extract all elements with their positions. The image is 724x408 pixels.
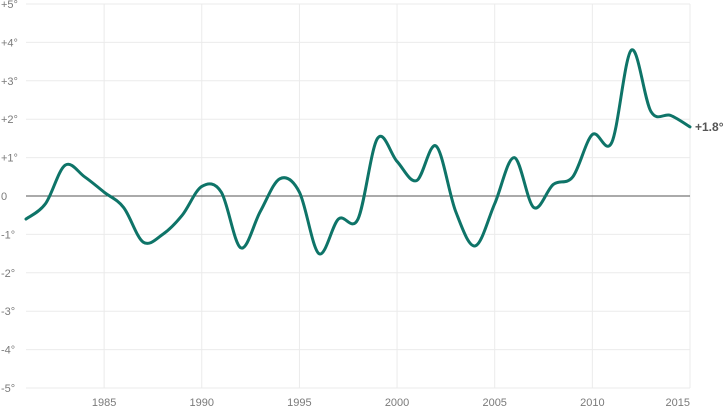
x-tick-label: 2015: [666, 397, 690, 408]
y-tick-label: +5°: [1, 0, 18, 11]
y-tick-label: -4°: [1, 345, 15, 357]
tick-labels: +5° +4° +3° +2° +1° 0 -1° -2° -3° -4° -5° 1985 1990 1…: [1, 0, 690, 408]
x-tick-label: 2000: [385, 397, 409, 408]
y-tick-label: -3°: [1, 306, 15, 318]
y-tick-label: 0: [1, 191, 7, 203]
y-tick-label: +3°: [1, 76, 18, 88]
x-tick-label: 1990: [190, 397, 214, 408]
series-line: [24, 48, 692, 256]
y-tick-label: -2°: [1, 268, 15, 280]
x-tick-label: 1995: [287, 397, 311, 408]
y-tick-label: +2°: [1, 114, 18, 126]
x-tick-label: 2005: [482, 397, 506, 408]
end-value-label: +1.8°: [695, 120, 724, 134]
x-tick-label: 2010: [580, 397, 604, 408]
y-tick-label: -1°: [1, 229, 15, 241]
y-tick-label: -5°: [1, 383, 15, 395]
y-tick-label: +1°: [1, 153, 18, 165]
y-tick-label: +4°: [1, 37, 18, 49]
x-tick-label: 1985: [92, 397, 116, 408]
series-group: [24, 48, 692, 256]
